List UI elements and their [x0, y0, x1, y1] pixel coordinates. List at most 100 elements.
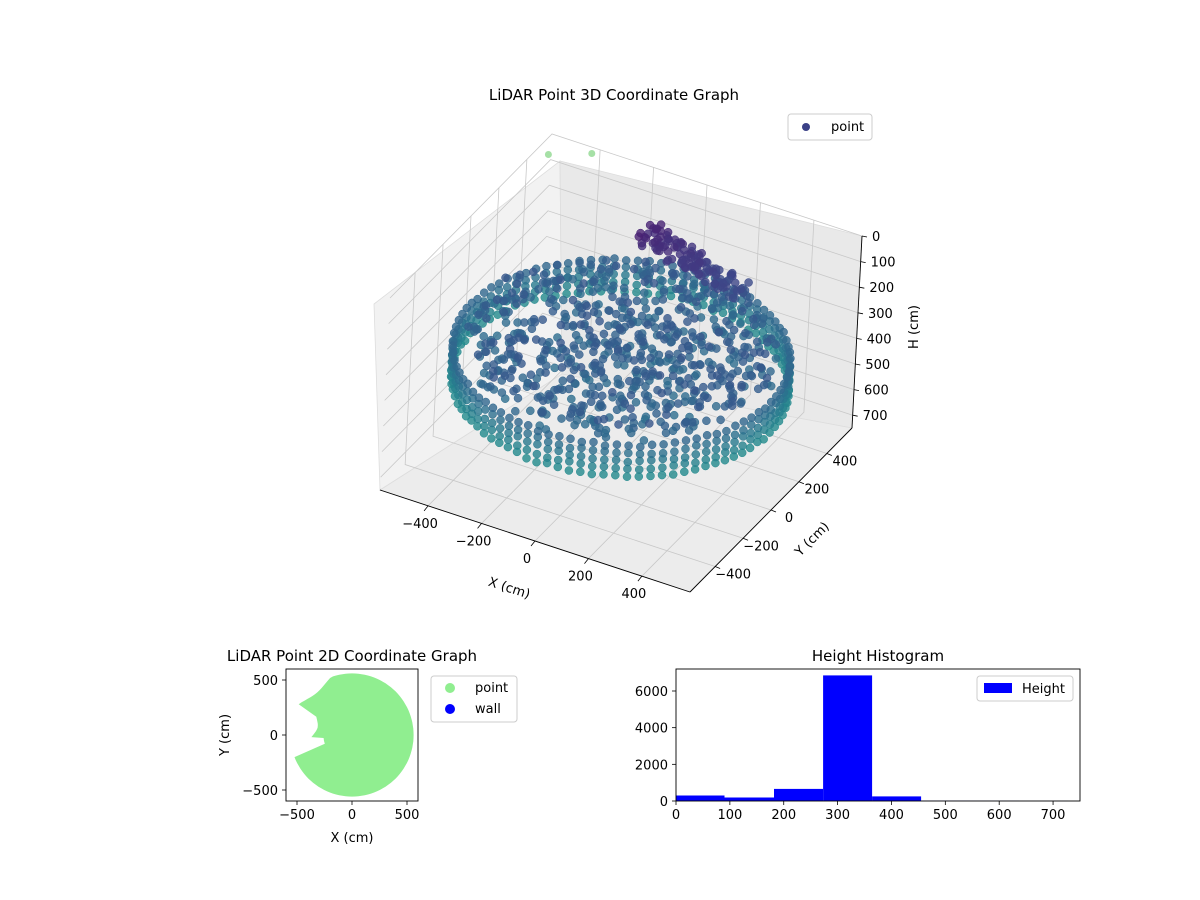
point-3d: [501, 318, 511, 327]
point-3d: [550, 363, 559, 373]
y-tick-3d: [742, 537, 749, 541]
point-3d: [662, 410, 671, 419]
point-3d: [549, 400, 559, 409]
point-3d: [702, 416, 711, 426]
point-3d: [533, 426, 543, 436]
point-3d: [729, 445, 739, 455]
point-3d: [753, 423, 763, 433]
point-3d: [714, 327, 724, 337]
point-3d: [672, 360, 681, 369]
point-3d: [487, 418, 497, 428]
point-3d: [561, 347, 571, 356]
point-3d: [563, 359, 573, 368]
point-3d: [605, 341, 614, 350]
point-3d: [641, 304, 651, 313]
point-3d: [771, 354, 781, 363]
point-3d: [586, 260, 596, 269]
point-3d: [721, 442, 730, 451]
point-3d: [614, 420, 623, 429]
point-3d: [580, 369, 590, 379]
point-3d: [683, 317, 692, 326]
point-3d: [538, 278, 548, 287]
point-3d: [568, 295, 578, 305]
point-3d: [589, 277, 599, 286]
outlier-point-3d: [544, 151, 552, 158]
point-3d: [556, 320, 566, 330]
point-3d: [703, 288, 712, 298]
ticks-2d: −500 0 500 −500 0 500: [242, 674, 419, 823]
point-3d: [623, 298, 633, 307]
point-3d: [621, 256, 631, 265]
x-tick-label-hist: 100: [717, 808, 742, 823]
point-3d: [684, 426, 694, 435]
point-3d: [580, 420, 590, 429]
point-3d: [655, 246, 664, 256]
point-3d: [474, 393, 484, 402]
point-3d: [697, 340, 706, 350]
x-tick-label-hist: 700: [1041, 808, 1066, 823]
point-3d: [558, 376, 568, 386]
point-3d: [722, 316, 731, 326]
point-3d: [555, 431, 564, 441]
point-3d: [688, 332, 698, 341]
point-3d: [716, 415, 725, 425]
point-3d: [622, 472, 632, 481]
point-3d: [526, 370, 536, 379]
point-3d: [670, 447, 679, 456]
point-3d: [771, 340, 780, 349]
point-3d: [611, 261, 621, 271]
point-3d: [553, 260, 562, 270]
chart-2d-title: LiDAR Point 2D Coordinate Graph: [227, 647, 477, 665]
point-3d: [626, 307, 636, 317]
point-3d: [482, 361, 491, 371]
y-tick-label-3d: 400: [832, 454, 857, 469]
point-3d: [523, 429, 532, 438]
point-3d: [637, 311, 647, 321]
point-3d: [575, 258, 584, 268]
point-3d: [575, 350, 584, 359]
legend-2d-marker-point: [445, 683, 455, 693]
point-3d: [699, 382, 708, 392]
point-3d: [542, 261, 551, 271]
point-3d: [745, 443, 755, 453]
point-3d: [481, 347, 491, 357]
point-3d: [637, 355, 647, 365]
point-3d: [646, 353, 655, 363]
point-3d: [691, 297, 701, 306]
point-3d: [526, 406, 535, 416]
point-3d: [537, 407, 546, 417]
legend-hist-frame: [976, 675, 1074, 702]
point-3d: [683, 272, 692, 281]
point-3d: [518, 373, 528, 382]
x-axis-label-3d: X (cm): [486, 575, 532, 603]
point-3d: [664, 402, 673, 412]
point-3d: [522, 454, 531, 463]
point-3d: [729, 359, 739, 368]
point-3d: [711, 452, 720, 462]
point-3d: [652, 224, 662, 233]
point-3d: [736, 319, 745, 328]
point-3d: [632, 287, 641, 297]
y-tick-3d: [770, 509, 777, 513]
point-3d: [730, 437, 739, 447]
point-3d: [626, 428, 636, 438]
point-3d: [596, 265, 606, 274]
grid-line-z: [389, 133, 863, 299]
point-3d: [749, 320, 759, 330]
point-3d: [691, 458, 700, 467]
legend-hist-marker: [984, 683, 1012, 693]
point-3d: [479, 332, 488, 341]
point-3d: [668, 426, 678, 436]
point-3d: [590, 390, 600, 400]
y-tick-label-3d: 0: [785, 511, 793, 526]
point-3d: [669, 410, 679, 420]
point-3d: [464, 322, 473, 331]
point-3d: [473, 350, 483, 359]
point-3d: [759, 305, 769, 315]
point-3d: [499, 307, 509, 317]
point-3d: [647, 440, 657, 450]
point-3d: [747, 420, 756, 429]
point-3d: [621, 270, 630, 280]
point-3d: [556, 275, 565, 284]
